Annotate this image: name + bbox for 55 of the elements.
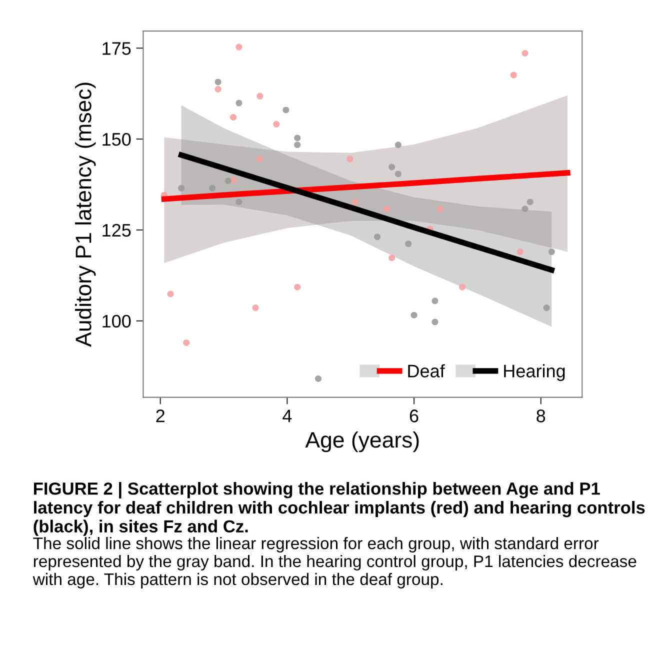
point [209, 184, 216, 192]
point [294, 134, 301, 142]
point [282, 106, 290, 114]
point [183, 339, 190, 346]
point [256, 92, 264, 100]
y-tick-label: 175 [102, 42, 131, 55]
point [167, 290, 174, 298]
point [526, 198, 534, 206]
point [394, 142, 402, 148]
point [410, 312, 418, 318]
point [273, 120, 280, 128]
point [236, 100, 242, 106]
point [458, 284, 466, 290]
point [388, 164, 396, 170]
point [236, 44, 242, 50]
x-tick-label: 2 [156, 410, 164, 422]
x-axis-title: Age (years) [305, 431, 419, 452]
point [522, 206, 528, 212]
point [294, 284, 301, 290]
y-axis-title: Auditory P1 latency (msec) [75, 82, 96, 347]
point [436, 206, 444, 212]
x-tick-label: 8 [536, 410, 546, 422]
point [510, 72, 517, 78]
point [388, 254, 396, 262]
point [346, 156, 354, 162]
point [548, 248, 555, 256]
y-tick-label: 125 [102, 224, 131, 237]
point [384, 206, 390, 212]
point [374, 234, 381, 240]
point [236, 198, 242, 206]
point [432, 318, 438, 326]
caption: FIGURE 2 | Scatterplot showing the relationship between Age and P1 latency for deaf children with cochlear implants (red) and hearing controls (black), in sites Fz and Cz. [34, 482, 645, 536]
point [405, 240, 412, 248]
point [394, 170, 402, 178]
point [256, 156, 264, 162]
point [516, 248, 524, 256]
x-tick-label: 6 [410, 410, 418, 422]
y-tick-label: 100 [102, 314, 131, 328]
point [543, 304, 550, 312]
point [214, 86, 222, 92]
point [230, 114, 237, 120]
point [224, 178, 232, 184]
point [352, 198, 358, 206]
legend-label: Hearing [504, 364, 565, 382]
text: The solid line shows the linear regression for each group, with standard error represented by the gray band. In the hearing control group, P1 latencies decrease with age. This pattern is not observed in the deaf group. [32, 537, 636, 588]
point [294, 142, 301, 148]
x-tick-label: 4 [282, 410, 292, 422]
point [252, 304, 259, 312]
y-tick-label: 150 [102, 132, 131, 146]
legend-label: Deaf [408, 364, 445, 378]
point [214, 78, 222, 86]
point [432, 298, 438, 304]
point [522, 50, 528, 56]
point [315, 375, 322, 382]
point [178, 184, 185, 192]
